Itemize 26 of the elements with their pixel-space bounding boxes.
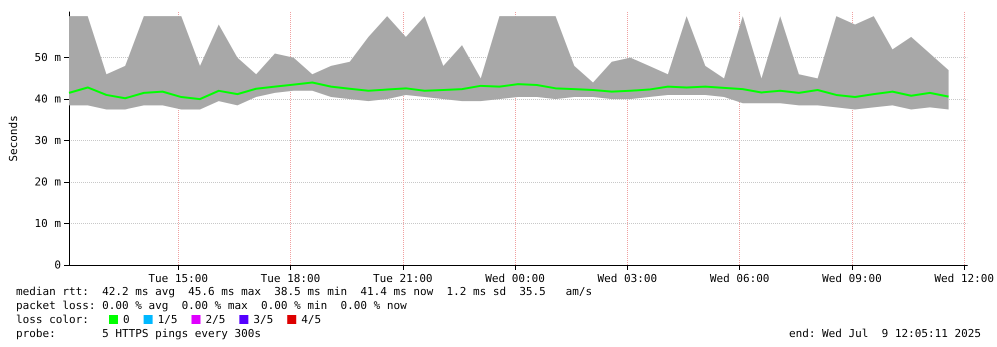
line-series [68, 82, 950, 100]
text: median rtt: 42.2 ms avg 45.6 ms max 38.5 ms min 41.4 ms now 1.2 ms sd 35.5 am/s [16, 285, 592, 298]
x-tick-label: Wed 12:00 [934, 272, 994, 285]
x-tick-label: Wed 06:00 [710, 272, 770, 285]
x-tick-label: Wed 09:00 [822, 272, 882, 285]
y-axis-title: Seconds [7, 115, 20, 162]
legend-label: 4/5 [301, 313, 322, 326]
y-tick-label: 20 m [34, 176, 62, 189]
y-tick-label: 30 m [34, 134, 62, 148]
y-tick-label: 0 [54, 258, 61, 272]
x-tick-label: Tue 18:00 [260, 272, 320, 285]
text: end: Wed Jul 9 12:05:11 2025 [788, 327, 982, 340]
y-tick-label: 50 m [34, 51, 62, 64]
x-tick-label: Wed 00:00 [485, 272, 545, 285]
legend-title: loss color: [16, 313, 89, 326]
legend-label: 0 [123, 313, 130, 326]
y-tick-label: 40 m [34, 92, 62, 106]
y-tick-label: 10 m [34, 217, 62, 230]
x-tick-label: Tue 21:00 [372, 272, 433, 285]
text: packet loss: 0.00 % avg 0.00 % max 0.00 % min 0.00 % now [16, 299, 408, 312]
legend-label: 2/5 [205, 313, 226, 326]
legend-label: 3/5 [253, 313, 274, 326]
text: probe: 5 HTTPS pings every 300s [16, 327, 262, 340]
legend-label: 1/5 [158, 313, 178, 326]
x-tick-label: Wed 03:00 [598, 272, 658, 285]
x-tick-label: Tue 15:00 [148, 272, 208, 285]
